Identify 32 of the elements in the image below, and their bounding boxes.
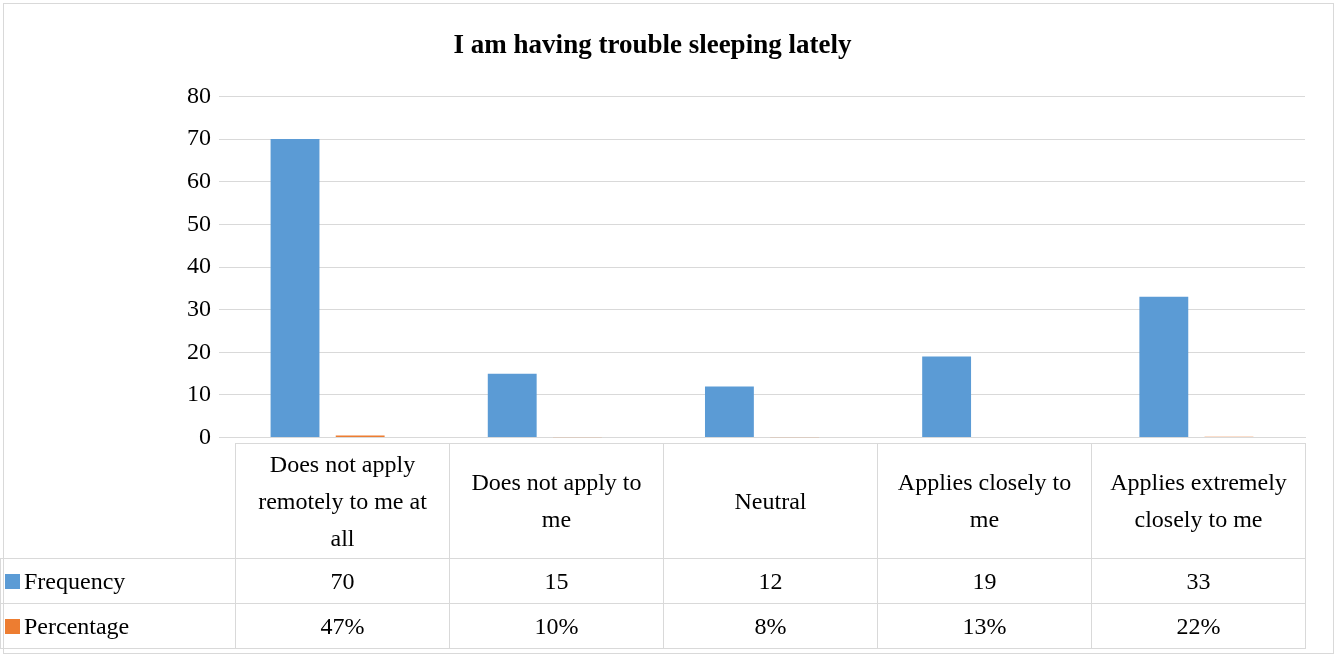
y-tick-label: 40 xyxy=(187,252,211,279)
x-tick-label: Applies extremely closely to me xyxy=(1091,443,1306,559)
y-tick-label: 20 xyxy=(187,337,211,364)
chart-title: I am having trouble sleeping lately xyxy=(453,29,852,60)
data-label: 10% xyxy=(449,603,664,649)
y-tick-label: 80 xyxy=(187,81,211,108)
data-label: 33 xyxy=(1091,558,1306,604)
y-tick-label: 0 xyxy=(199,422,211,449)
data-label: 70 xyxy=(235,558,450,604)
bar xyxy=(922,356,972,438)
y-tick-label: 70 xyxy=(187,124,211,151)
bar xyxy=(270,139,320,438)
y-tick-label: 60 xyxy=(187,167,211,193)
data-label: 19 xyxy=(877,558,1092,604)
data-label: 47% xyxy=(235,603,450,649)
y-tick-label: 30 xyxy=(187,294,211,321)
x-tick-label: Does not apply to me xyxy=(449,443,664,559)
data-label: 12 xyxy=(663,558,878,604)
data-label: 13% xyxy=(877,603,1092,649)
bar xyxy=(487,373,537,438)
y-tick-label: 50 xyxy=(187,209,211,236)
bar xyxy=(704,386,754,438)
y-tick-label: 10 xyxy=(187,380,211,407)
legend-label: Percentage xyxy=(0,603,236,649)
data-label: 22% xyxy=(1091,603,1306,649)
x-tick-label: Does not apply remotely to me at all xyxy=(235,443,450,559)
x-tick-label: Neutral xyxy=(663,443,878,559)
bar xyxy=(1139,296,1189,438)
legend-label: Frequency xyxy=(0,558,236,604)
data-label: 8% xyxy=(663,603,878,649)
data-label: 15 xyxy=(449,558,664,604)
x-tick-label: Applies closely to me xyxy=(877,443,1092,559)
